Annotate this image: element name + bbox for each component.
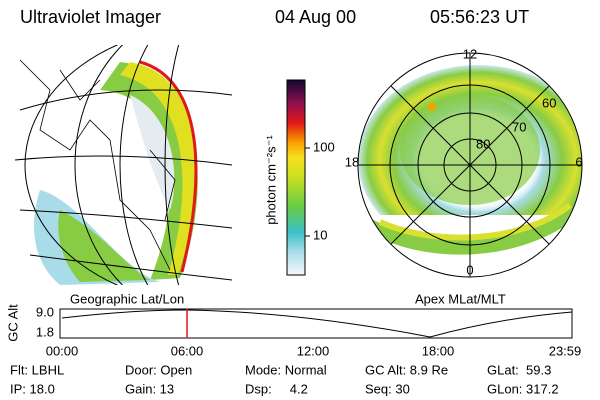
status-field: Seq: 30 [365,381,410,396]
mlt-label: 6 [575,154,582,169]
time-ticks: 00:00 06:00 12:00 18:00 23:59 [46,343,582,358]
status-field: Dsp: 4.2 [245,381,308,396]
title: Ultraviolet Imager [20,7,161,27]
altitude-tick-label: 9.0 [36,304,54,319]
status-field: Gain: 13 [125,381,174,396]
status-field: GLon: 317.2 [487,381,559,396]
date: 04 Aug 00 [275,7,356,27]
time: 05:56:23 UT [430,7,529,27]
status-field: IP: 18.0 [10,381,55,396]
colorbar-unit: photon cm⁻²s⁻¹ [263,135,278,225]
colorbar-tick-label: 100 [313,139,335,154]
polar-image [358,65,582,277]
status-field: GC Alt: 8.9 Re [365,362,448,377]
lat-label: 80 [476,136,490,151]
mlt-label: 18 [345,154,359,169]
time-tick-label: 12:00 [297,343,330,358]
status-field: GLat: 59.3 [487,362,551,377]
lat-label: 70 [512,119,526,134]
mlt-label: 0 [466,262,473,277]
lat-label: 60 [542,95,556,110]
panel-label: Apex MLat/MLT [415,291,506,306]
geographic-image [14,45,232,285]
time-tick-label: 23:59 [549,343,582,358]
panel-label: Geographic Lat/Lon [70,291,184,306]
status-field: Flt: LBHL [10,362,64,377]
altitude-curve [61,309,573,338]
altitude-tick-label: 1.8 [36,324,54,339]
colorbar [286,79,306,276]
polar-grid [357,52,583,278]
time-tick-label: 06:00 [171,343,204,358]
status-field: Mode: Normal [245,362,327,377]
altitude-axis-label: GC Alt [5,304,20,342]
altitude-frame [59,308,573,339]
time-tick-label: 00:00 [46,343,79,358]
status-block: Flt: LBHL Door: Open Mode: Normal GC Alt: 8… [10,362,559,396]
time-tick-label: 18:00 [422,343,455,358]
status-field: Door: Open [125,362,192,377]
mlt-label: 12 [463,46,477,61]
colorbar-tick-label: 10 [313,227,327,242]
